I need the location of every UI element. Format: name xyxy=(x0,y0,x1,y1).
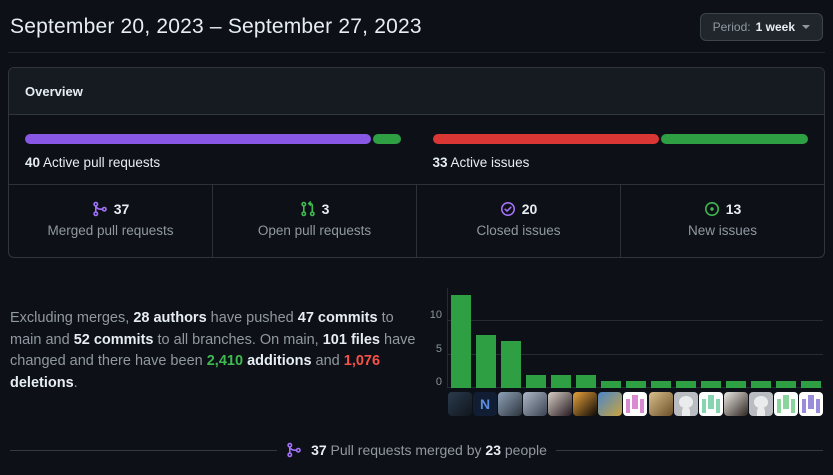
author-avatar[interactable]: N xyxy=(473,392,498,416)
commit-bar xyxy=(776,381,796,388)
commit-bar xyxy=(751,381,771,388)
author-avatar[interactable] xyxy=(698,392,723,416)
open-pull-requests-label: Open pull requests xyxy=(257,223,372,238)
author-avatar[interactable] xyxy=(623,392,648,416)
commit-bar xyxy=(601,381,621,388)
active-pull-requests-count: 40 xyxy=(25,155,41,170)
author-avatar[interactable] xyxy=(548,392,573,416)
stat-open-pull-requests: 3 Open pull requests xyxy=(212,185,416,257)
author-avatar[interactable] xyxy=(598,392,623,416)
commit-bar xyxy=(626,381,646,388)
merged-pull-requests-summary: 37 Pull requests merged by 23 people xyxy=(8,442,825,458)
active-pull-requests-cell: 40 Active pull requests xyxy=(9,115,417,184)
commit-bar xyxy=(501,341,521,388)
git-pull-request-icon xyxy=(300,201,316,217)
author-avatar[interactable] xyxy=(798,392,823,416)
commit-bar xyxy=(701,381,721,388)
author-avatar[interactable] xyxy=(773,392,798,416)
author-avatar[interactable] xyxy=(748,392,773,416)
active-issues-label: 33 Active issues xyxy=(432,155,530,170)
y-axis-tick: 10 xyxy=(429,309,442,322)
commit-bar xyxy=(551,375,571,388)
author-avatar[interactable] xyxy=(723,392,748,416)
divider-line-left xyxy=(10,449,278,451)
issue-closed-icon xyxy=(500,201,516,217)
stat-merged-pull-requests: 37 Merged pull requests xyxy=(9,185,212,257)
active-issues-cell: 33 Active issues xyxy=(417,115,825,184)
issues-progress-bar xyxy=(432,134,808,144)
author-avatar[interactable] xyxy=(573,392,598,416)
commit-summary-text: Excluding merges, 28 authors have pushed… xyxy=(10,310,416,391)
merged-summary-text: 37 Pull requests merged by 23 people xyxy=(311,442,547,458)
overview-box: Overview 40 Active pull requests 33 Acti… xyxy=(8,67,825,258)
page-title: September 20, 2023 – September 27, 2023 xyxy=(10,15,422,38)
commit-bar xyxy=(451,295,471,388)
author-avatar[interactable] xyxy=(673,392,698,416)
active-issues-count: 33 xyxy=(432,155,448,170)
issue-opened-icon xyxy=(704,201,720,217)
author-avatar[interactable] xyxy=(523,392,548,416)
period-value: 1 week xyxy=(755,20,795,34)
stat-closed-issues: 20 Closed issues xyxy=(416,185,620,257)
author-avatar[interactable] xyxy=(448,392,472,416)
open-pull-requests-count: 3 xyxy=(321,201,330,217)
new-issues-count: 13 xyxy=(725,201,742,217)
closed-issues-count: 20 xyxy=(521,201,538,217)
page-header: September 20, 2023 – September 27, 2023 … xyxy=(8,0,825,53)
merged-pull-requests-label: Merged pull requests xyxy=(47,223,174,238)
y-axis-tick: 5 xyxy=(435,342,442,355)
pulse-page: September 20, 2023 – September 27, 2023 … xyxy=(8,0,825,458)
commits-bar-chart: 0 5 10 N xyxy=(425,282,823,416)
new-issues-label: New issues xyxy=(687,223,758,238)
commit-bar xyxy=(476,335,496,388)
commit-bar xyxy=(576,375,596,388)
active-pull-requests-label: 40 Active pull requests xyxy=(25,155,161,170)
author-avatars-row: N xyxy=(448,392,823,416)
period-dropdown[interactable]: Period: 1 week xyxy=(699,13,823,41)
commit-bar xyxy=(676,381,696,388)
git-merge-icon xyxy=(286,442,302,458)
overview-stats-row: 37 Merged pull requests 3 Open pull requ… xyxy=(9,184,824,257)
commit-bar xyxy=(526,375,546,388)
author-avatar[interactable] xyxy=(498,392,523,416)
chart-plot-area: 0 5 10 xyxy=(430,288,823,388)
author-avatar[interactable] xyxy=(648,392,673,416)
merged-pull-requests-count: 37 xyxy=(113,201,130,217)
activity-bars-row: 40 Active pull requests 33 Active issues xyxy=(9,115,824,184)
y-axis-tick: 0 xyxy=(435,376,442,388)
divider-line-right xyxy=(555,449,823,451)
summary-and-chart-row: Excluding merges, 28 authors have pushed… xyxy=(8,282,825,416)
commit-bar xyxy=(726,381,746,388)
commit-bar xyxy=(801,381,821,388)
git-merge-icon xyxy=(92,201,108,217)
period-label: Period: xyxy=(712,20,751,34)
pull-requests-progress-bar xyxy=(25,134,401,144)
closed-issues-label: Closed issues xyxy=(476,223,561,238)
commit-bar xyxy=(651,381,671,388)
overview-box-header: Overview xyxy=(9,68,824,115)
chevron-down-icon xyxy=(802,25,810,29)
stat-new-issues: 13 New issues xyxy=(620,185,824,257)
